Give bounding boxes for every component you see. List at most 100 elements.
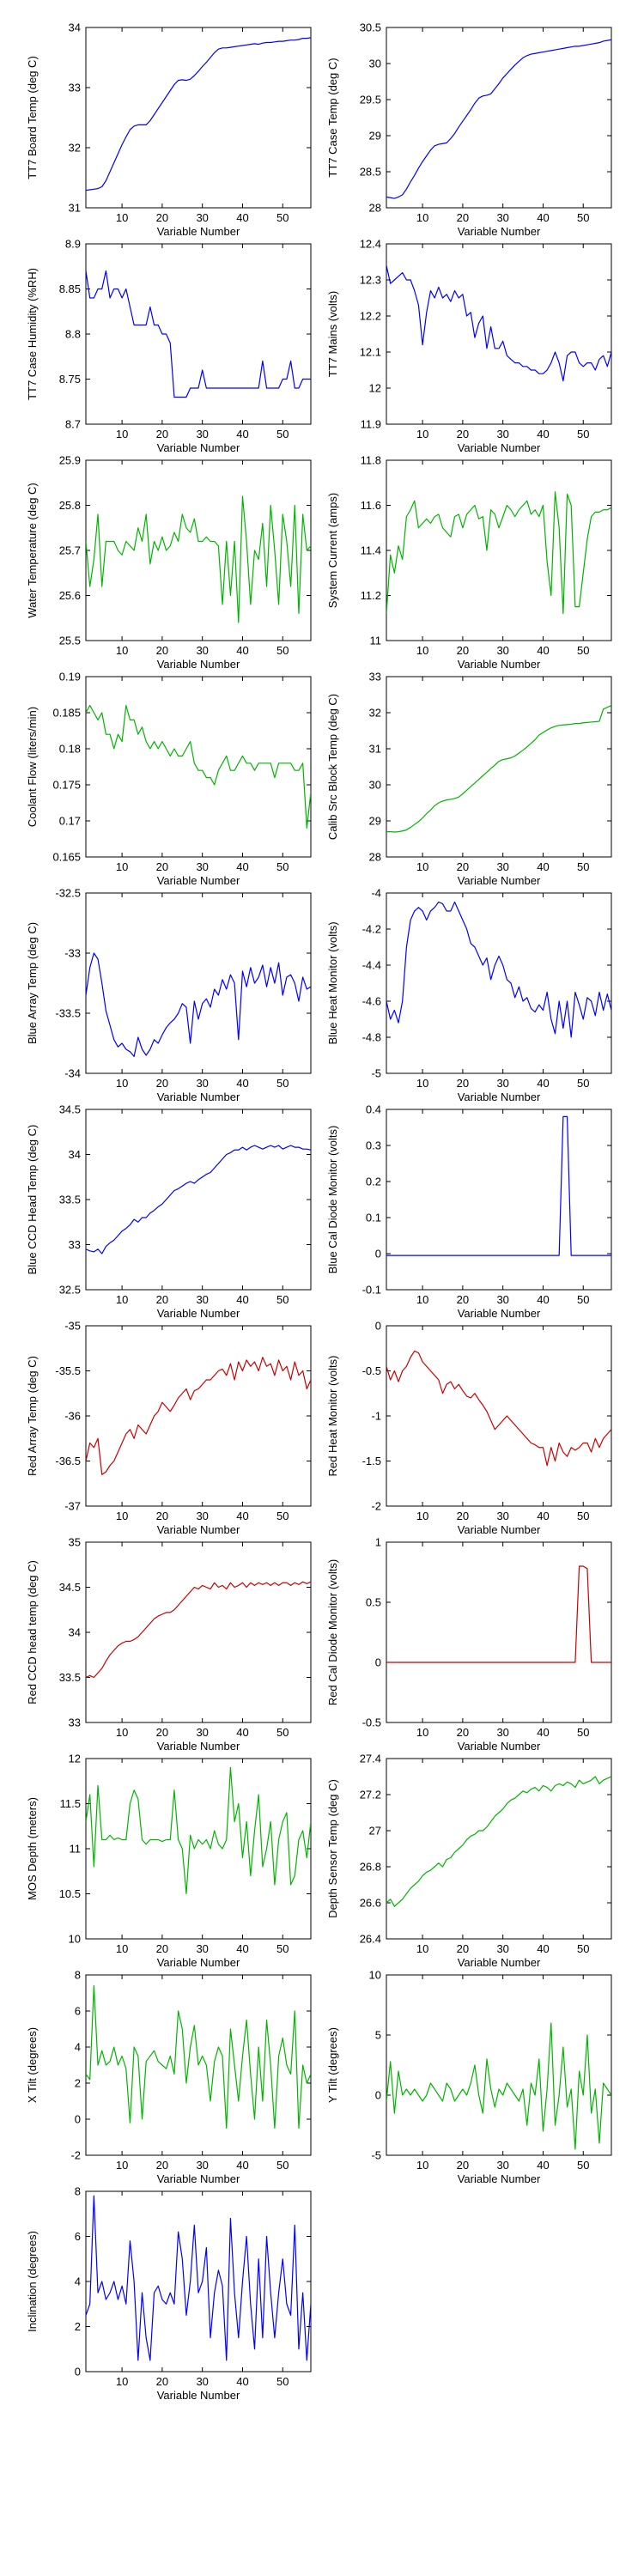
y-tick-label: 29	[369, 815, 381, 828]
y-tick-label: 12.1	[360, 346, 381, 359]
plot-frame	[85, 676, 312, 858]
x-tick-label: 20	[457, 1293, 469, 1306]
x-tick-label: 10	[116, 211, 128, 224]
series-line	[86, 1581, 311, 1679]
y-tick-label: 0	[375, 1656, 381, 1669]
plot-frame	[85, 892, 312, 1074]
series-line	[86, 704, 311, 829]
y-axis-label: Blue Heat Monitor (volts)	[326, 921, 339, 1044]
x-tick-label: 30	[196, 1942, 208, 1955]
chart-panel: 10 20 30 40 50 -2 0 2 4 6 8 Variable Number X Tilt (…	[26, 1969, 312, 2185]
y-tick-label: 32	[69, 142, 81, 155]
y-tick-label: 27	[369, 1825, 381, 1838]
y-tick-label: 30	[369, 58, 381, 70]
x-tick-label: 20	[156, 1293, 168, 1306]
x-axis-label: Variable Number	[157, 2172, 240, 2185]
x-tick-label: 50	[276, 1077, 289, 1090]
x-axis-label: Variable Number	[458, 441, 541, 454]
x-tick-label: 20	[457, 1726, 469, 1739]
chart-panel: 10 20 30 40 50 0 2 4 6 8 Variable Number Inclinatio…	[26, 2185, 312, 2402]
x-tick-label: 30	[196, 2375, 208, 2388]
y-tick-label: 4	[75, 2041, 81, 2054]
x-axis-label: Variable Number	[157, 874, 240, 887]
y-axis-label: System Current (amps)	[326, 493, 339, 608]
y-tick-label: 1	[375, 1536, 381, 1549]
y-tick-label: 35	[69, 1536, 81, 1549]
y-tick-label: 0	[375, 1320, 381, 1333]
x-tick-label: 20	[156, 1077, 168, 1090]
x-axis-label: Variable Number	[157, 225, 240, 238]
x-axis-label: Variable Number	[458, 1956, 541, 1969]
y-tick-label: 10.5	[59, 1887, 81, 1900]
y-tick-label: 30	[369, 779, 381, 792]
x-tick-label: 40	[236, 1726, 248, 1739]
x-tick-label: 20	[156, 1510, 168, 1522]
y-tick-label: 28	[369, 202, 381, 215]
y-axis-label: Inclination (degrees)	[26, 2231, 39, 2332]
x-tick-label: 50	[577, 2159, 589, 2172]
y-tick-label: -35.5	[55, 1364, 81, 1377]
x-tick-label: 50	[276, 1293, 289, 1306]
series-line	[86, 270, 311, 398]
series-line	[386, 265, 611, 382]
series-line	[86, 1357, 311, 1475]
y-tick-label: 31	[69, 202, 81, 215]
x-tick-label: 20	[156, 2375, 168, 2388]
y-tick-label: -37	[64, 1500, 81, 1513]
y-tick-label: 34.5	[59, 1103, 81, 1116]
x-tick-label: 10	[116, 644, 128, 657]
y-tick-label: 28.5	[360, 166, 381, 179]
y-tick-label: -34	[64, 1067, 81, 1080]
series-line	[386, 705, 611, 833]
chart-panel: 10 20 30 40 50 -37 -36.5 -36 -35.5 -35 Variable Nu…	[26, 1320, 312, 1536]
y-tick-label: 33	[69, 1716, 81, 1729]
chart-panel: 10 20 30 40 50 -2 -1.5 -1 -0.5 0 Variable Number Re…	[326, 1320, 612, 1536]
x-tick-label: 40	[537, 1726, 549, 1739]
x-tick-label: 50	[276, 1510, 289, 1522]
y-tick-label: 29.5	[360, 94, 381, 106]
x-axis-label: Variable Number	[157, 1091, 240, 1103]
y-tick-label: 11.6	[361, 499, 381, 512]
x-tick-label: 30	[196, 211, 208, 224]
chart-panel: 10 20 30 40 50 -5 -4.8 -4.6 -4.4 -4.2 -4 Variable N…	[326, 887, 612, 1103]
x-axis-label: Variable Number	[157, 1740, 240, 1753]
y-tick-label: -33	[64, 947, 81, 960]
series-line	[386, 1115, 611, 1256]
y-tick-label: 12.3	[360, 274, 381, 287]
y-tick-label: 34	[69, 21, 81, 34]
y-tick-label: 0.185	[52, 707, 81, 720]
y-tick-label: -36.5	[55, 1455, 81, 1467]
chart-panel: 10 20 30 40 50 10 10.5 11 11.5 12 Variable Number M…	[26, 1753, 312, 1969]
x-tick-label: 30	[196, 644, 208, 657]
series-line	[86, 1985, 311, 2129]
y-axis-label: Red Array Temp (deg C)	[26, 1356, 39, 1476]
y-tick-label: 0.17	[59, 815, 81, 828]
x-tick-label: 40	[537, 1942, 549, 1955]
chart-panel: 10 20 30 40 50 -5 0 5 10 Variable Number Y Tilt (d…	[326, 1969, 612, 2185]
x-tick-label: 50	[577, 1293, 589, 1306]
y-tick-label: -36	[64, 1410, 81, 1423]
y-tick-label: 8.8	[65, 328, 81, 341]
x-tick-label: 10	[116, 860, 128, 873]
y-tick-label: 11.2	[361, 589, 381, 602]
x-tick-label: 20	[156, 644, 168, 657]
y-axis-label: X Tilt (degrees)	[26, 2027, 39, 2103]
y-tick-label: 0.165	[52, 851, 81, 864]
x-tick-label: 50	[577, 1726, 589, 1739]
plot-frame	[386, 892, 612, 1074]
x-tick-label: 50	[276, 1726, 289, 1739]
y-tick-label: 12.2	[360, 310, 381, 323]
plot-frame	[386, 1325, 612, 1507]
y-tick-label: -35	[64, 1320, 81, 1333]
chart-panel: 10 20 30 40 50 8.7 8.75 8.8 8.85 8.9 Variable Numb…	[26, 238, 312, 454]
y-tick-label: -4	[371, 887, 381, 900]
x-tick-label: 20	[156, 428, 168, 440]
series-line	[86, 2195, 311, 2361]
x-tick-label: 40	[236, 2159, 248, 2172]
y-tick-label: 28	[369, 851, 381, 864]
series-line	[86, 37, 311, 191]
chart-panel: 10 20 30 40 50 -0.1 0 0.1 0.2 0.3 0.4 Variable Numb…	[326, 1103, 612, 1320]
x-tick-label: 10	[416, 644, 428, 657]
plot-frame	[386, 1541, 612, 1723]
y-tick-label: 34.5	[59, 1581, 81, 1594]
